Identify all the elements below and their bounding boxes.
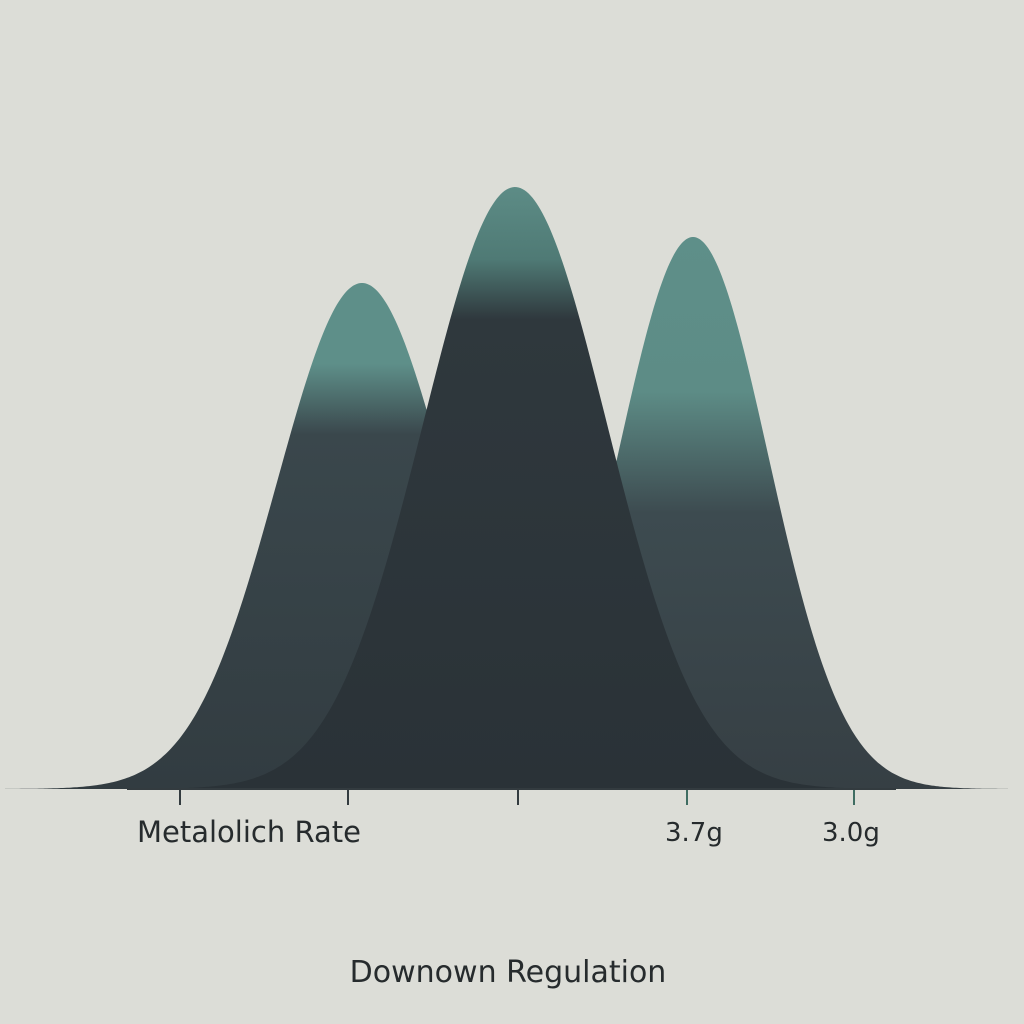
tick-label-3-7g: 3.7g <box>665 818 723 848</box>
right-peak-area <box>378 237 1008 789</box>
middle-peak-area <box>128 187 902 789</box>
axis-left-label: Metalolich Rate <box>137 815 361 849</box>
tick-label-3-0g: 3.0g <box>822 818 880 848</box>
x-axis-title: Downown Regulation <box>349 955 667 990</box>
x-axis-ticks <box>179 790 855 805</box>
left-peak-area <box>5 283 719 789</box>
